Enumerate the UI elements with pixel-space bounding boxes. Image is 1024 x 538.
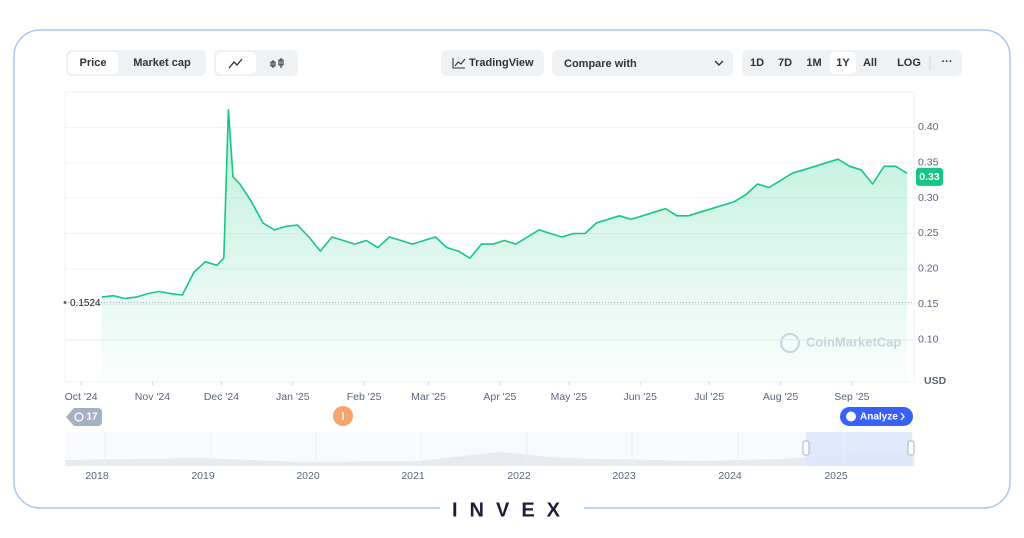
navigator-selection[interactable] <box>806 432 912 466</box>
active-pill <box>216 52 256 74</box>
price-area <box>101 109 908 382</box>
range-button[interactable]: 1M <box>806 57 821 69</box>
currency-label: USD <box>924 375 947 387</box>
current-price-tag <box>916 167 943 186</box>
analyze-button[interactable] <box>840 407 913 426</box>
navigator-year: 2019 <box>191 470 215 482</box>
events-badge[interactable] <box>66 408 102 426</box>
tradingview-label: TradingView <box>469 57 534 69</box>
navigator-year: 2020 <box>296 470 320 482</box>
price-button[interactable]: Price <box>80 57 107 69</box>
y-tick-label: 0.40 <box>918 121 939 133</box>
line-icon[interactable] <box>228 58 243 69</box>
navigator-year: 2022 <box>507 470 531 482</box>
analyze-arrow <box>900 412 905 421</box>
x-tick-label: Dec '24 <box>204 391 239 403</box>
analyze-icon <box>846 411 856 422</box>
y-tick-label: 0.25 <box>918 227 939 239</box>
range-button[interactable]: LOG <box>897 57 921 69</box>
navigator-area <box>65 448 914 466</box>
active-pill <box>830 52 856 74</box>
navigator-year: 2025 <box>824 470 848 482</box>
more-button[interactable]: ··· <box>942 56 953 68</box>
y-tick-label: 0.30 <box>918 192 939 204</box>
navigator-handle[interactable] <box>907 440 915 456</box>
x-tick-label: May '25 <box>551 391 588 403</box>
history-icon <box>74 412 84 422</box>
compare-label: Compare with <box>564 58 637 70</box>
range-button[interactable]: 7D <box>778 57 792 69</box>
y-tick-label: 0.15 <box>918 298 939 310</box>
x-tick-label: Apr '25 <box>483 391 516 403</box>
y-tick-label: 0.20 <box>918 263 939 275</box>
navigator-year: 2023 <box>612 470 636 482</box>
range-button[interactable]: All <box>863 57 877 69</box>
analyze-label: Analyze <box>860 412 898 423</box>
y-tick-label: 0.35 <box>918 157 939 169</box>
navigator-year: 2024 <box>718 470 742 482</box>
range-button[interactable]: 1Y <box>836 57 850 69</box>
start-price-label: 0.1524 <box>70 298 101 309</box>
tv-icon <box>452 58 466 69</box>
navigator-year: 2021 <box>401 470 425 482</box>
x-tick-label: Mar '25 <box>411 391 446 403</box>
x-tick-label: Jan '25 <box>276 391 310 403</box>
x-tick-label: Sep '25 <box>834 391 869 403</box>
logo: INVEX <box>452 499 572 521</box>
tradingview-button[interactable] <box>441 50 544 76</box>
chevron <box>714 60 724 66</box>
active-pill <box>68 52 118 74</box>
compare-dropdown[interactable] <box>552 50 733 76</box>
current-price-label: 0.33 <box>919 171 940 183</box>
logo-backdrop <box>440 498 584 524</box>
events-count: 17 <box>86 412 98 423</box>
x-tick-label: Feb '25 <box>347 391 382 403</box>
price-line <box>101 108 908 300</box>
candle-icon[interactable] <box>270 58 284 68</box>
x-tick-label: Oct '24 <box>65 391 98 403</box>
start-dot <box>63 300 67 304</box>
x-tick-label: Aug '25 <box>763 391 798 403</box>
range-button[interactable]: 1D <box>750 57 764 69</box>
y-tick-label: 0.10 <box>918 333 939 345</box>
navigator-handle[interactable] <box>802 440 810 456</box>
x-tick-label: Jul '25 <box>694 391 724 403</box>
x-tick-label: Jun '25 <box>623 391 657 403</box>
market-cap-button[interactable]: Market cap <box>133 57 191 69</box>
navigator-year: 2018 <box>85 470 109 482</box>
x-tick-label: Nov '24 <box>135 391 170 403</box>
